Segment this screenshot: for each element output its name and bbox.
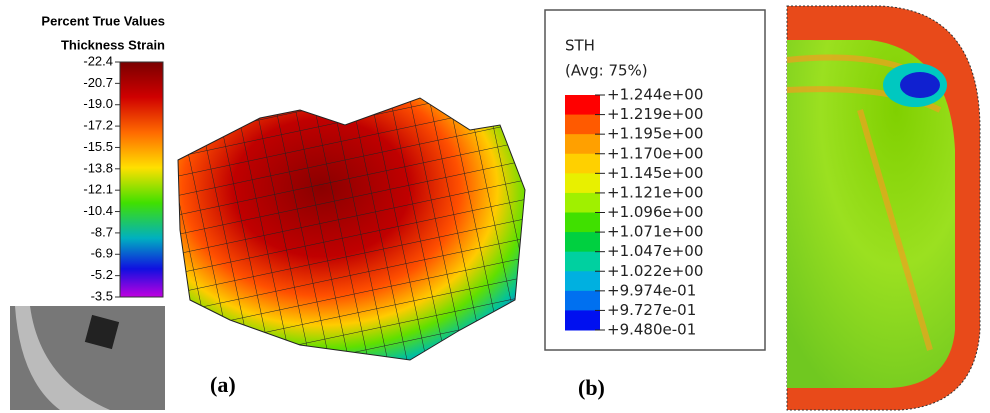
- colorbar-band: [565, 212, 600, 233]
- colorbar: [119, 61, 164, 298]
- legend-label: -12.1: [83, 182, 113, 197]
- legend-label: +1.121e+00: [607, 183, 703, 201]
- legend-label: +1.219e+00: [607, 105, 703, 123]
- legend-subtitle: Thickness Strain: [61, 37, 165, 52]
- colorbar-band: [565, 153, 600, 174]
- legend-label: +1.195e+00: [607, 125, 703, 143]
- legend-label: +1.170e+00: [607, 144, 703, 162]
- legend-label: +1.244e+00: [607, 86, 703, 104]
- legend-title: STH: [565, 37, 595, 55]
- legend-label: -5.2: [91, 267, 113, 282]
- colorbar-band: [565, 173, 600, 194]
- colorbar-band: [565, 134, 600, 155]
- legend-label: -10.4: [83, 203, 113, 218]
- part-spot-core: [900, 72, 940, 98]
- legend-subtitle: (Avg: 75%): [565, 62, 648, 80]
- photo-cube: [84, 314, 120, 350]
- legend-label: -17.2: [83, 118, 113, 133]
- colorbar-band: [565, 290, 600, 311]
- legend-label: -15.5: [83, 139, 113, 154]
- caption: (a): [210, 372, 236, 397]
- colorbar-band: [565, 271, 600, 292]
- colorbar-band: [565, 232, 600, 253]
- legend-label: +9.974e-01: [607, 281, 696, 299]
- legend-label: -6.9: [91, 246, 113, 261]
- mesh: [178, 98, 525, 360]
- legend-label: -13.8: [83, 160, 113, 175]
- legend-label: +9.727e-01: [607, 301, 696, 319]
- legend-label: -3.5: [91, 288, 113, 303]
- legend-label: +1.047e+00: [607, 242, 703, 260]
- legend-label: -20.7: [83, 75, 113, 90]
- photo-detail: [15, 306, 110, 410]
- legend-label: -22.4: [83, 53, 113, 68]
- colorbar-band: [565, 310, 600, 331]
- legend-label: -8.7: [91, 224, 113, 239]
- legend-label: +1.145e+00: [607, 164, 703, 182]
- colorbar-band: [565, 114, 600, 135]
- legend-label: +1.022e+00: [607, 262, 703, 280]
- caption: (b): [578, 375, 605, 400]
- colorbar-band: [565, 95, 600, 116]
- legend-label: +1.071e+00: [607, 223, 703, 241]
- legend-label: +1.096e+00: [607, 203, 703, 221]
- legend-title: Percent True Values: [41, 13, 165, 28]
- legend-label: -19.0: [83, 96, 113, 111]
- colorbar-band: [565, 251, 600, 272]
- colorbar-band: [565, 192, 600, 213]
- legend-label: +9.480e-01: [607, 321, 696, 339]
